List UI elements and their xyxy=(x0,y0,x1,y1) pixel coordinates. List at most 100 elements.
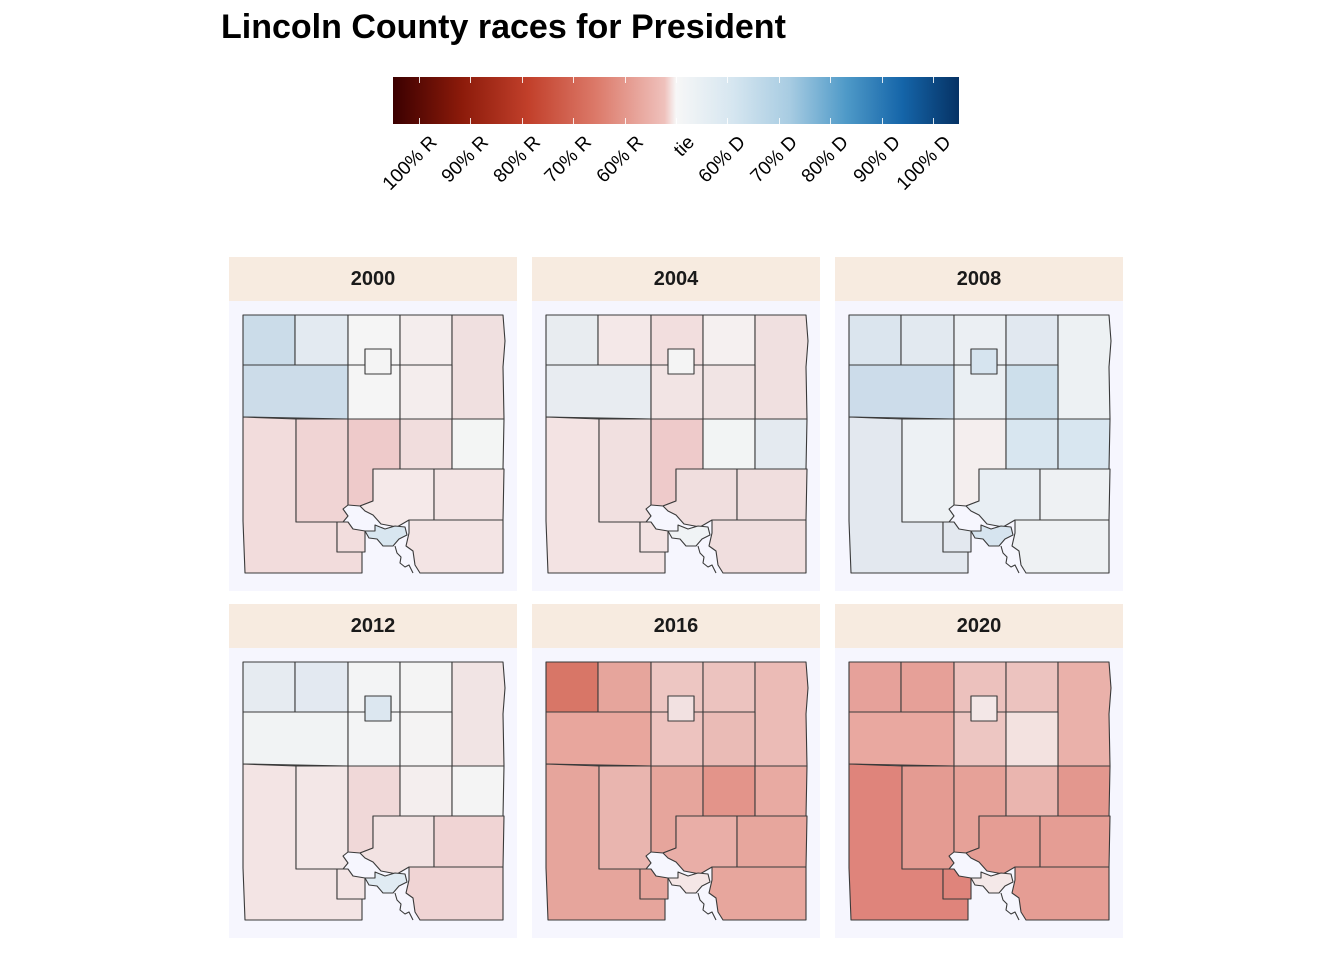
legend-tick xyxy=(418,77,420,83)
precinct-ne2 xyxy=(1057,314,1112,420)
legend-tick xyxy=(573,77,575,83)
precinct-town xyxy=(667,348,695,375)
precinct-nw1 xyxy=(545,314,599,366)
precinct-s-sw xyxy=(639,521,669,553)
precinct-nw2 xyxy=(597,661,652,713)
facet-strip-label: 2020 xyxy=(835,604,1123,648)
precinct-city xyxy=(364,871,408,894)
precinct-nw2 xyxy=(294,314,349,366)
precinct-ne2 xyxy=(451,661,506,767)
precinct-se1 xyxy=(702,765,756,817)
precinct-nw2 xyxy=(900,314,955,366)
precinct-ne2 xyxy=(754,314,809,420)
facet-strip-label: 2004 xyxy=(532,257,820,301)
county-map-svg xyxy=(848,314,1112,574)
precinct-se1 xyxy=(1005,418,1059,470)
facet-panel-2020: 2020 xyxy=(835,604,1123,938)
precinct-nw1 xyxy=(545,661,599,713)
county-map xyxy=(229,301,517,591)
legend-tick xyxy=(933,77,935,83)
legend-tick xyxy=(676,118,677,124)
legend-tick xyxy=(778,118,780,124)
legend-label: 80% D xyxy=(798,132,854,188)
precinct-se2 xyxy=(1057,765,1111,817)
precinct-sc1 xyxy=(598,418,652,523)
legend-tick xyxy=(470,77,472,83)
facet-strip-label: 2016 xyxy=(532,604,820,648)
legend-tick xyxy=(778,77,780,83)
precinct-s-sw xyxy=(942,521,972,553)
legend-tick xyxy=(470,118,472,124)
precinct-se2 xyxy=(754,418,808,470)
precinct-sc1 xyxy=(598,765,652,870)
precinct-w-mid xyxy=(545,364,652,420)
precinct-town xyxy=(364,695,392,722)
precinct-nw1 xyxy=(242,661,296,713)
legend-tick xyxy=(624,77,626,83)
precinct-s-sw xyxy=(942,868,972,900)
precinct-s-sw xyxy=(639,868,669,900)
legend-tick xyxy=(521,77,523,83)
precinct-w-mid xyxy=(242,711,349,767)
precinct-nw1 xyxy=(848,661,902,713)
precinct-nw2 xyxy=(597,314,652,366)
county-map xyxy=(532,301,820,591)
color-legend-bar xyxy=(393,77,959,124)
precinct-ne2 xyxy=(754,661,809,767)
legend-tick xyxy=(933,118,935,124)
county-map xyxy=(532,648,820,938)
facet-panel-2004: 2004 xyxy=(532,257,820,591)
precinct-sc1 xyxy=(295,418,349,523)
precinct-city xyxy=(364,524,408,547)
precinct-w-mid xyxy=(242,364,349,420)
precinct-town xyxy=(970,695,998,722)
legend-label: 80% R xyxy=(489,132,545,188)
legend-label: 70% R xyxy=(540,132,596,188)
precinct-se1 xyxy=(702,418,756,470)
legend-tick xyxy=(830,77,832,83)
legend-label: 100% D xyxy=(893,132,956,195)
legend-label: 100% R xyxy=(378,132,442,195)
precinct-ne1 xyxy=(1005,661,1059,713)
precinct-sc1 xyxy=(295,765,349,870)
precinct-ne-mid xyxy=(702,711,756,767)
precinct-se2 xyxy=(451,418,505,470)
precinct-se2 xyxy=(754,765,808,817)
facet-panel-2000: 2000 xyxy=(229,257,517,591)
county-map xyxy=(229,648,517,938)
facet-panel-2008: 2008 xyxy=(835,257,1123,591)
legend-tick xyxy=(676,77,677,83)
precinct-s-se xyxy=(1011,815,1111,921)
precinct-ne1 xyxy=(702,314,756,366)
facet-panel-2012: 2012 xyxy=(229,604,517,938)
county-map-svg xyxy=(545,314,809,574)
legend-label: tie xyxy=(669,132,699,162)
precinct-w-mid xyxy=(848,711,955,767)
precinct-ne1 xyxy=(399,314,453,366)
county-map xyxy=(835,301,1123,591)
precinct-nw1 xyxy=(242,314,296,366)
precinct-se2 xyxy=(1057,418,1111,470)
precinct-sc1 xyxy=(901,765,955,870)
river-boundary-line xyxy=(394,545,414,574)
precinct-ne1 xyxy=(1005,314,1059,366)
precinct-nw2 xyxy=(900,661,955,713)
precinct-w-mid xyxy=(545,711,652,767)
precinct-nw2 xyxy=(294,661,349,713)
legend-label: 60% R xyxy=(592,132,648,188)
chart-title: Lincoln County races for President xyxy=(221,8,786,46)
river-boundary-line xyxy=(697,892,717,921)
precinct-ne-mid xyxy=(702,364,756,420)
legend-tick xyxy=(573,118,575,124)
precinct-ne1 xyxy=(399,661,453,713)
legend-tick xyxy=(418,118,420,124)
precinct-s-se xyxy=(405,468,505,574)
precinct-town xyxy=(364,348,392,375)
precinct-ne1 xyxy=(702,661,756,713)
precinct-town xyxy=(667,695,695,722)
river-boundary-line xyxy=(697,545,717,574)
legend-tick xyxy=(624,118,626,124)
county-map-svg xyxy=(848,661,1112,921)
legend-tick xyxy=(727,118,729,124)
facet-strip-label: 2008 xyxy=(835,257,1123,301)
